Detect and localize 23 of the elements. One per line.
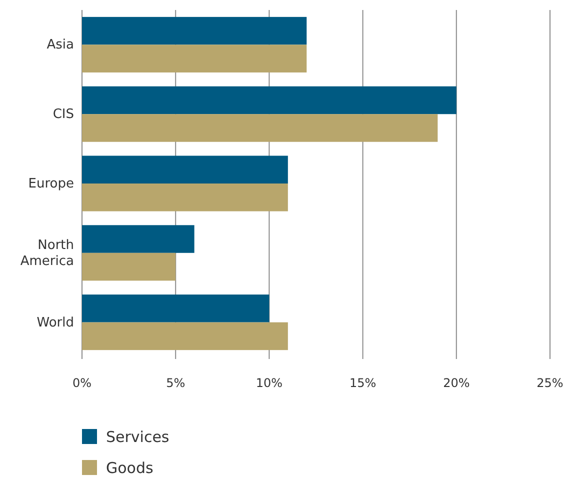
bar [82, 86, 456, 114]
y-tick-label: Asia [46, 38, 74, 53]
bar [82, 156, 288, 184]
bar [82, 322, 288, 350]
bar [82, 184, 288, 212]
bar [82, 44, 307, 72]
y-tick-label: Europe [28, 176, 74, 192]
bar [82, 16, 307, 45]
bar [82, 114, 438, 142]
bar [82, 294, 270, 322]
y-tick-label: CIS [52, 107, 74, 122]
legend-label: Services [106, 428, 170, 446]
legend-label: Goods [106, 459, 154, 477]
x-tick-label: 25% [536, 376, 564, 390]
y-tick-label: World [36, 315, 74, 330]
bar [82, 225, 194, 253]
y-tick-label: North America [20, 238, 74, 269]
x-tick-label: 10% [256, 376, 283, 390]
x-tick-label: 15% [349, 376, 376, 390]
x-tick-label: 0% [72, 376, 92, 390]
x-tick-label: 20% [443, 376, 470, 390]
x-tick-label: 5% [166, 376, 186, 390]
bar [82, 252, 176, 281]
